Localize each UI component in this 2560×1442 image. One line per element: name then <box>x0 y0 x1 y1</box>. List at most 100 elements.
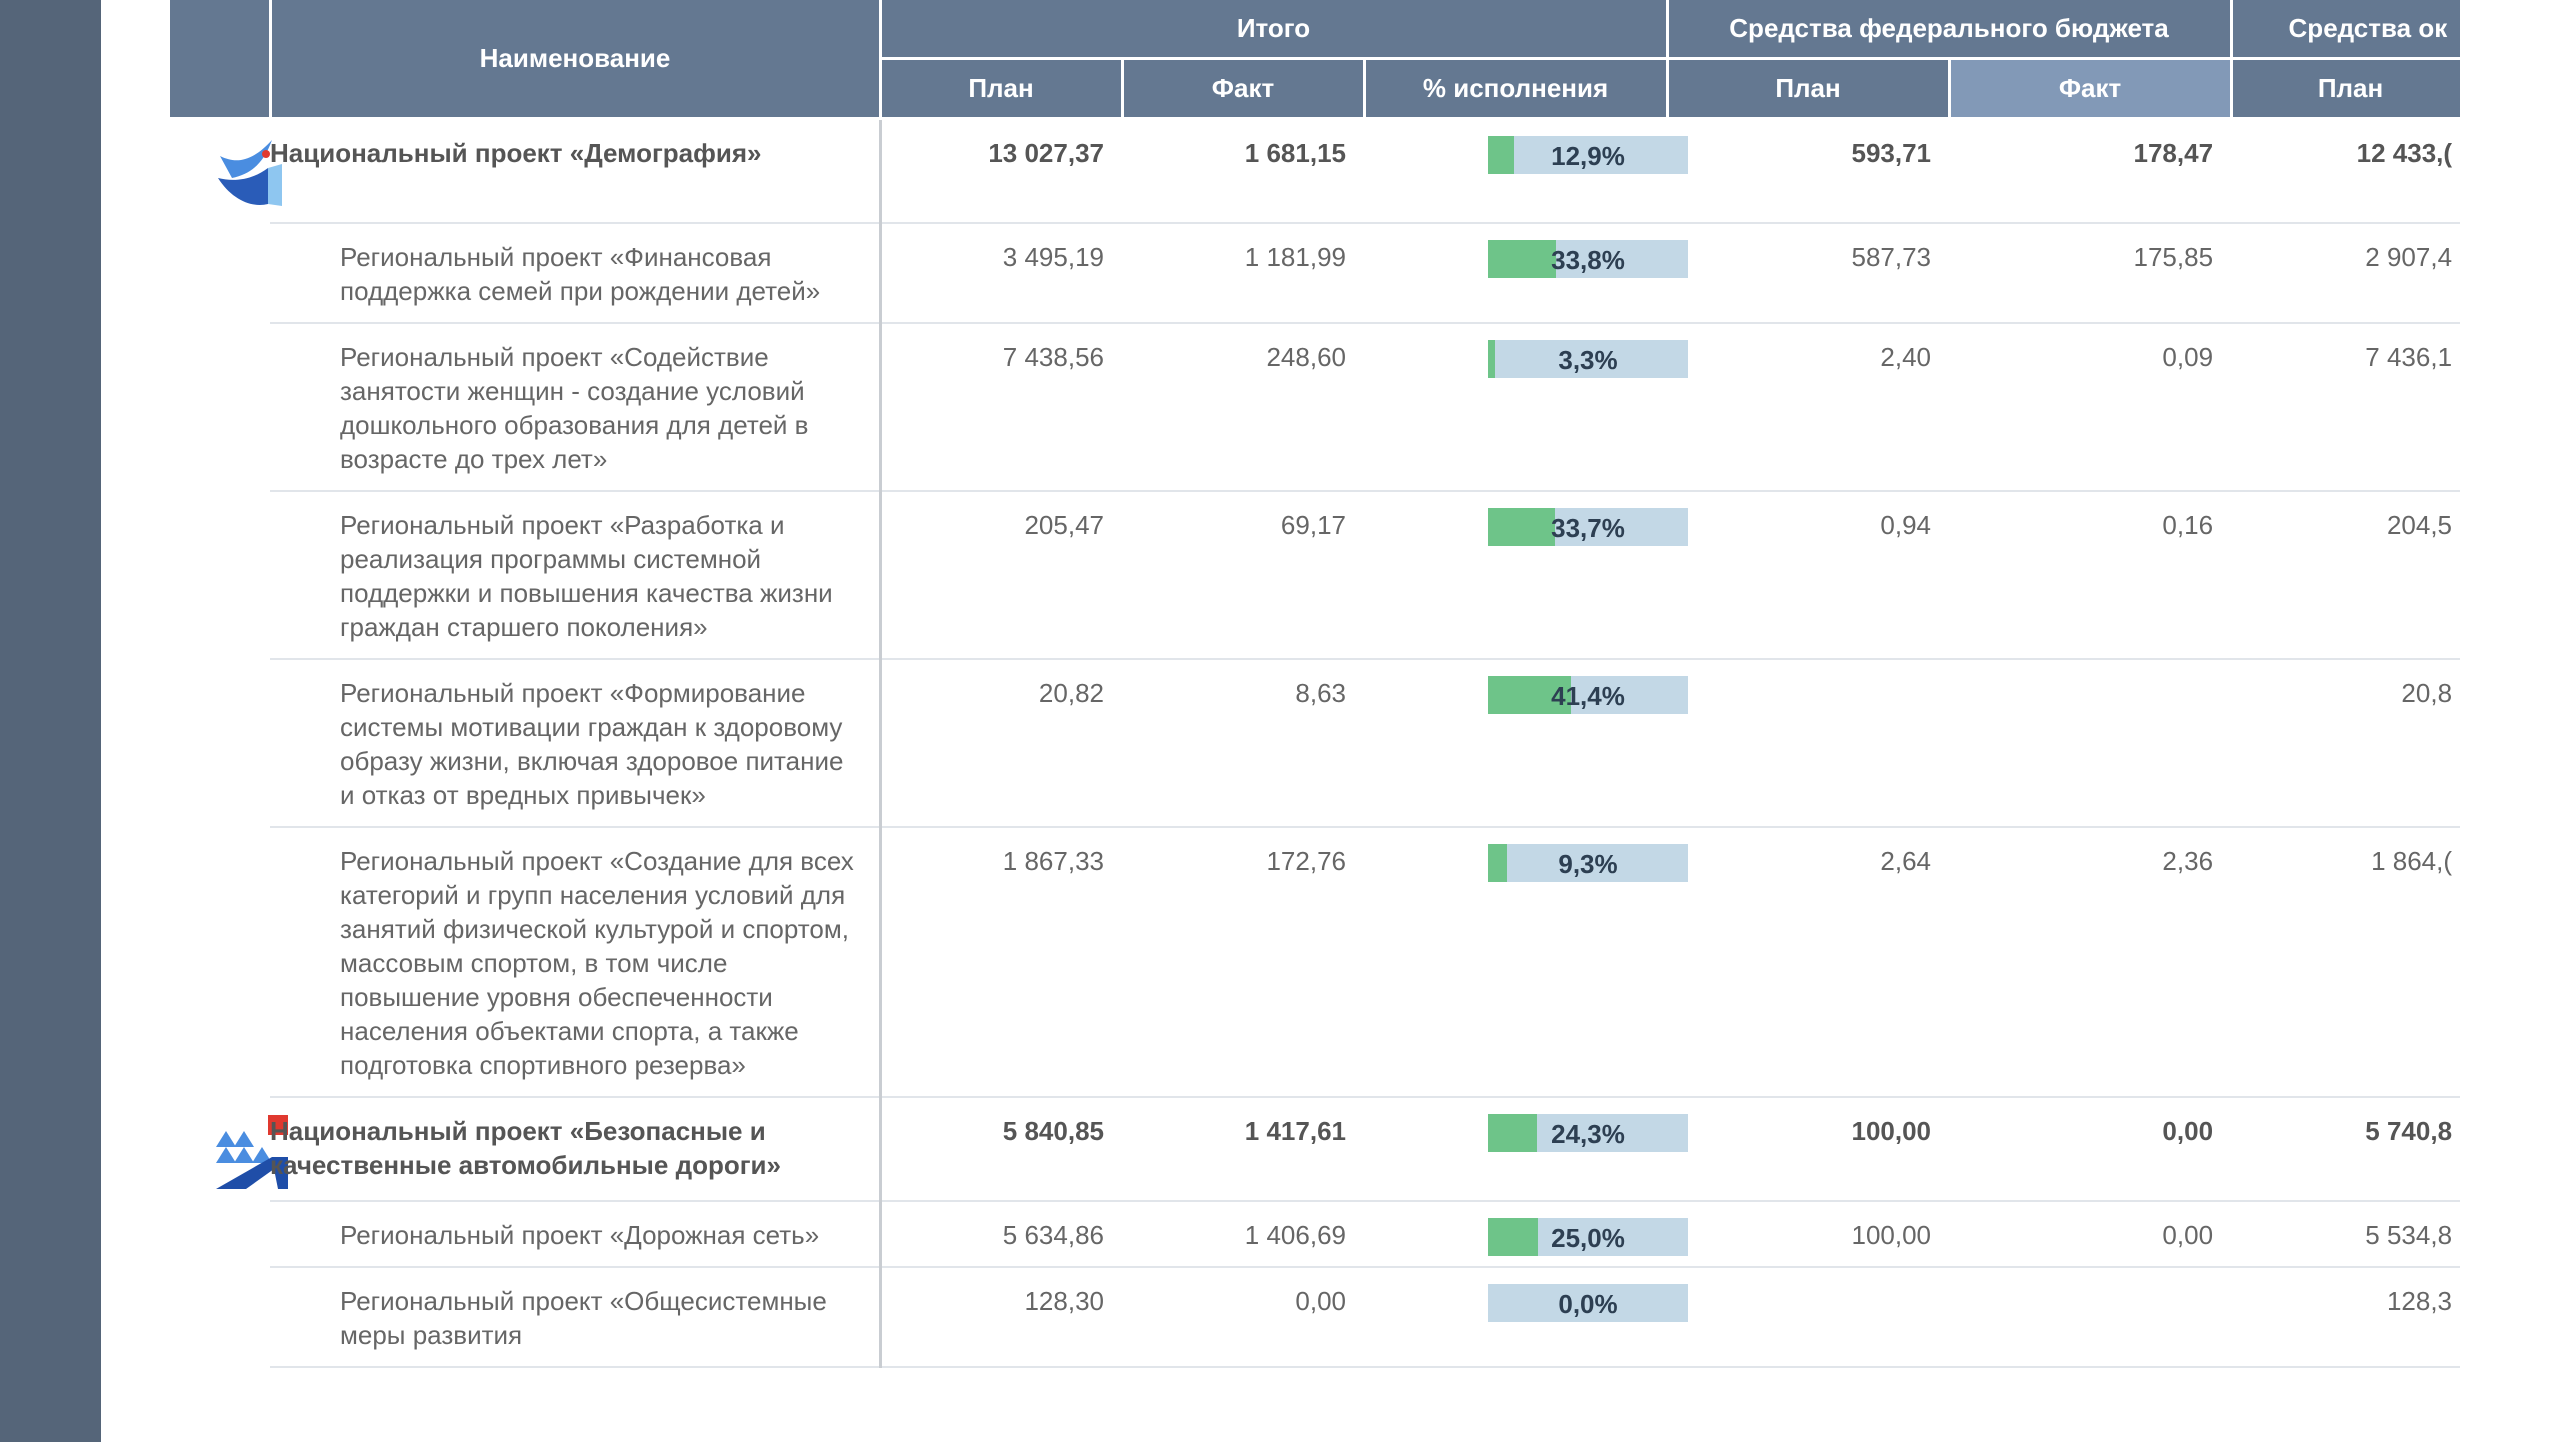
progress-bar: 33,7% <box>1488 508 1688 546</box>
progress-bar: 9,3% <box>1488 844 1688 882</box>
row-fed-fact: 2,36 <box>1949 827 2232 1098</box>
row-fed-fact: 0,00 <box>1949 1097 2232 1202</box>
regional-project-row[interactable]: Региональный проект «Общесистемные меры … <box>170 1267 2460 1368</box>
progress-fill <box>1488 508 1556 546</box>
row-fact: 0,00 <box>1122 1267 1364 1368</box>
progress-fill <box>1488 136 1514 174</box>
header-fed-plan[interactable]: План <box>1667 58 1951 120</box>
progress-bar: 0,0% <box>1488 1284 1688 1322</box>
row-plan: 20,82 <box>880 659 1122 828</box>
row-fact: 69,17 <box>1122 491 1364 660</box>
row-pct-cell: 9,3% <box>1364 827 1688 1098</box>
row-name: Региональный проект «Формирование систем… <box>270 659 882 828</box>
row-reg-plan: 1 864,( <box>2231 827 2460 1098</box>
progress-fill <box>1488 1114 1537 1152</box>
row-fact: 1 417,61 <box>1122 1097 1364 1202</box>
left-sidebar <box>0 0 101 1442</box>
row-pct-cell: 33,7% <box>1364 491 1688 660</box>
row-fed-plan: 593,71 <box>1667 118 1950 224</box>
row-pct-cell: 0,0% <box>1364 1267 1688 1368</box>
row-pct-cell: 41,4% <box>1364 659 1688 828</box>
progress-bar: 3,3% <box>1488 340 1688 378</box>
row-fed-plan: 2,40 <box>1667 323 1950 492</box>
header-pct[interactable]: % исполнения <box>1364 58 1669 120</box>
row-reg-plan: 2 907,4 <box>2231 223 2460 324</box>
row-name: Региональный проект «Общесистемные меры … <box>270 1267 882 1368</box>
row-icon-cell <box>170 1267 270 1367</box>
row-pct-cell: 3,3% <box>1364 323 1688 492</box>
budget-table-container[interactable]: Наименование Итого Средства федерального… <box>170 0 2460 1442</box>
progress-bar: 33,8% <box>1488 240 1688 278</box>
row-name: Региональный проект «Разработка и реализ… <box>270 491 882 660</box>
row-reg-plan: 128,3 <box>2231 1267 2460 1368</box>
row-fed-fact <box>1949 659 2232 828</box>
header-icon-col <box>170 0 272 120</box>
row-name: Региональный проект «Финансовая поддержк… <box>270 223 882 324</box>
regional-project-row[interactable]: Региональный проект «Дорожная сеть» 5 63… <box>170 1201 2460 1268</box>
row-plan: 13 027,37 <box>880 118 1122 224</box>
progress-bar: 12,9% <box>1488 136 1688 174</box>
header-fed-fact[interactable]: Факт <box>1949 58 2233 120</box>
row-fed-plan: 0,94 <box>1667 491 1950 660</box>
progress-label: 33,7% <box>1551 513 1625 543</box>
national-project-row[interactable]: Национальный проект «Демография» 13 027,… <box>170 118 2460 224</box>
progress-label: 24,3% <box>1551 1119 1625 1149</box>
row-icon-cell <box>170 491 270 659</box>
row-plan: 5 634,86 <box>880 1201 1122 1268</box>
row-fact: 172,76 <box>1122 827 1364 1098</box>
progress-fill <box>1488 1218 1538 1256</box>
progress-label: 0,0% <box>1558 1289 1618 1319</box>
row-icon-cell <box>170 827 270 1097</box>
national-project-row[interactable]: Национальный проект «Безопасные и качест… <box>170 1097 2460 1202</box>
regional-project-row[interactable]: Региональный проект «Финансовая поддержк… <box>170 223 2460 324</box>
row-fed-fact <box>1949 1267 2232 1368</box>
budget-table: Наименование Итого Средства федерального… <box>170 0 2460 1368</box>
progress-label: 12,9% <box>1551 141 1625 171</box>
row-plan: 3 495,19 <box>880 223 1122 324</box>
row-icon-cell <box>170 119 282 224</box>
row-fed-plan: 2,64 <box>1667 827 1950 1098</box>
progress-bar: 25,0% <box>1488 1218 1688 1256</box>
progress-label: 9,3% <box>1558 849 1618 879</box>
row-fact: 8,63 <box>1122 659 1364 828</box>
row-plan: 128,30 <box>880 1267 1122 1368</box>
row-pct-cell: 33,8% <box>1364 223 1688 324</box>
row-fed-fact: 175,85 <box>1949 223 2232 324</box>
header-reg-plan[interactable]: План <box>2231 58 2460 120</box>
row-icon-cell <box>170 223 270 323</box>
progress-label: 25,0% <box>1551 1223 1625 1253</box>
row-fact: 1 181,99 <box>1122 223 1364 324</box>
demography-bird-logo-icon <box>218 140 282 206</box>
row-name: Региональный проект «Дорожная сеть» <box>270 1201 882 1268</box>
row-plan: 205,47 <box>880 491 1122 660</box>
row-reg-plan: 20,8 <box>2231 659 2460 828</box>
regional-project-row[interactable]: Региональный проект «Разработка и реализ… <box>170 491 2460 660</box>
row-fed-plan <box>1667 659 1950 828</box>
header-name[interactable]: Наименование <box>270 0 882 120</box>
progress-bar: 24,3% <box>1488 1114 1688 1152</box>
row-name: Национальный проект «Безопасные и качест… <box>270 1097 882 1202</box>
progress-label: 41,4% <box>1551 681 1625 711</box>
row-icon-cell <box>170 1201 270 1267</box>
row-pct-cell: 12,9% <box>1364 118 1688 224</box>
row-reg-plan: 5 740,8 <box>2231 1097 2460 1202</box>
row-fed-plan: 100,00 <box>1667 1201 1950 1268</box>
row-fed-plan: 587,73 <box>1667 223 1950 324</box>
row-reg-plan: 7 436,1 <box>2231 323 2460 492</box>
row-fact: 1 406,69 <box>1122 1201 1364 1268</box>
header-fact[interactable]: Факт <box>1122 58 1366 120</box>
progress-bar: 41,4% <box>1488 676 1688 714</box>
row-name: Региональный проект «Содействие занятост… <box>270 323 882 492</box>
header-plan[interactable]: План <box>880 58 1124 120</box>
header-group-federal: Средства федерального бюджета <box>1667 0 2233 60</box>
row-pct-cell: 24,3% <box>1364 1097 1688 1202</box>
row-fed-fact: 178,47 <box>1949 118 2232 224</box>
row-fact: 248,60 <box>1122 323 1364 492</box>
regional-project-row[interactable]: Региональный проект «Формирование систем… <box>170 659 2460 828</box>
progress-label: 3,3% <box>1558 345 1618 375</box>
regional-project-row[interactable]: Региональный проект «Создание для всех к… <box>170 827 2460 1098</box>
header-group-regional: Средства ок <box>2231 0 2460 60</box>
row-fed-plan: 100,00 <box>1667 1097 1950 1202</box>
regional-project-row[interactable]: Региональный проект «Содействие занятост… <box>170 323 2460 492</box>
progress-fill <box>1488 676 1571 714</box>
